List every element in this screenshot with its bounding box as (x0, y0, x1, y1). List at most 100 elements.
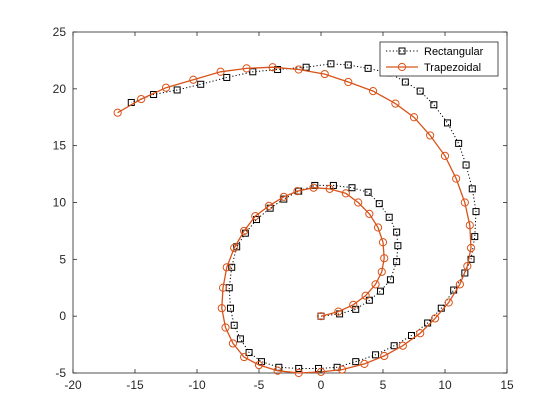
y-tick-label: 5 (59, 252, 66, 266)
data-point-rectangular (226, 304, 234, 312)
data-point-rectangular (468, 185, 476, 193)
data-point-trapezoidal (293, 187, 302, 196)
data-point-rectangular (317, 312, 325, 320)
data-point-trapezoidal (341, 189, 350, 198)
data-point-trapezoidal (391, 99, 400, 108)
x-tick-label: -15 (126, 378, 144, 392)
series-line-trapezoidal (117, 66, 472, 374)
data-point-rectangular (471, 233, 479, 241)
data-point-trapezoidal (444, 298, 453, 307)
data-point-trapezoidal (378, 238, 388, 247)
x-tick-label: -10 (188, 378, 206, 392)
data-point-rectangular (197, 80, 205, 88)
x-tick-label: -20 (64, 378, 82, 392)
data-point-trapezoidal (452, 174, 461, 183)
data-point-trapezoidal (368, 87, 378, 96)
x-tick-label: 5 (380, 378, 387, 392)
data-point-trapezoidal (242, 64, 251, 73)
data-point-rectangular (295, 364, 303, 372)
data-point-trapezoidal (228, 339, 238, 348)
data-point-trapezoidal (380, 351, 389, 361)
data-point-trapezoidal (440, 151, 450, 160)
data-point-trapezoidal (373, 223, 383, 232)
legend-entry-trapezoidal: Trapezoidal (386, 62, 481, 74)
data-point-trapezoidal (463, 262, 472, 271)
data-point-rectangular (348, 184, 356, 192)
data-point-rectangular (390, 342, 398, 350)
data-point-trapezoidal (316, 367, 326, 376)
data-point-trapezoidal (230, 243, 239, 253)
legend: Rectangular Trapezoidal (379, 41, 499, 77)
data-point-rectangular (375, 200, 383, 208)
data-point-trapezoidal (409, 113, 419, 122)
y-tick-label: -5 (55, 366, 66, 380)
series-trapezoidal (113, 63, 476, 378)
data-point-trapezoidal (309, 183, 318, 192)
data-point-rectangular (462, 161, 470, 169)
legend-label-trapezoidal: Trapezoidal (424, 62, 481, 74)
data-point-trapezoidal (113, 108, 122, 117)
data-point-rectangular (245, 349, 253, 357)
data-point-trapezoidal (465, 221, 474, 230)
data-point-trapezoidal (466, 243, 476, 253)
data-point-trapezoidal (161, 83, 171, 92)
data-point-trapezoidal (349, 300, 358, 309)
data-point-trapezoidal (354, 198, 363, 207)
data-point-rectangular (236, 335, 244, 343)
data-point-rectangular (364, 64, 372, 72)
data-point-rectangular (364, 188, 372, 196)
data-point-trapezoidal (455, 280, 464, 289)
legend-label-rectangular: Rectangular (424, 46, 484, 58)
data-point-trapezoidal (221, 323, 230, 332)
data-point-trapezoidal (377, 267, 386, 276)
data-point-rectangular (352, 358, 360, 366)
series-layer (113, 60, 480, 378)
data-point-rectangular (344, 61, 352, 69)
axes-box (72, 31, 508, 374)
data-point-trapezoidal (361, 291, 370, 300)
data-point-trapezoidal (279, 192, 288, 201)
data-point-rectangular (461, 269, 469, 277)
data-point-trapezoidal (380, 254, 389, 263)
legend-marker-rectangular (398, 47, 406, 55)
data-point-rectangular (274, 66, 282, 74)
data-point-trapezoidal (325, 184, 334, 193)
y-tick-label: 25 (53, 25, 67, 39)
data-point-rectangular (386, 276, 394, 284)
data-point-trapezoidal (273, 366, 282, 375)
data-point-rectangular (327, 60, 335, 68)
data-point-trapezoidal (294, 368, 303, 378)
data-point-rectangular (249, 68, 257, 76)
data-point-trapezoidal (344, 77, 353, 87)
data-point-trapezoidal (316, 312, 326, 321)
data-point-rectangular (394, 242, 402, 250)
legend-entry-rectangular: Rectangular (386, 46, 484, 58)
data-point-trapezoidal (360, 359, 369, 369)
x-tick-label: 10 (438, 378, 452, 392)
data-point-trapezoidal (337, 365, 347, 374)
data-point-trapezoidal (251, 212, 260, 221)
data-point-trapezoidal (189, 75, 198, 84)
y-tick-label: 10 (53, 196, 67, 210)
data-point-rectangular (430, 101, 438, 109)
data-point-rectangular (472, 208, 480, 216)
data-point-rectangular (311, 181, 319, 189)
data-point-rectangular (173, 86, 181, 94)
data-point-rectangular (393, 258, 401, 266)
data-point-trapezoidal (218, 283, 228, 292)
data-point-trapezoidal (398, 341, 407, 350)
data-point-trapezoidal (460, 198, 469, 207)
data-point-trapezoidal (254, 360, 264, 370)
data-point-trapezoidal (334, 307, 343, 316)
data-point-rectangular (408, 331, 416, 339)
x-tick-label: 0 (318, 378, 325, 392)
x-tick-label: 15 (500, 378, 514, 392)
data-point-trapezoidal (416, 329, 425, 338)
data-point-rectangular (385, 213, 393, 221)
data-point-trapezoidal (240, 226, 249, 236)
data-point-rectangular (223, 73, 231, 81)
data-point-trapezoidal (137, 94, 146, 104)
data-point-rectangular (372, 351, 380, 359)
data-point-trapezoidal (240, 352, 249, 362)
